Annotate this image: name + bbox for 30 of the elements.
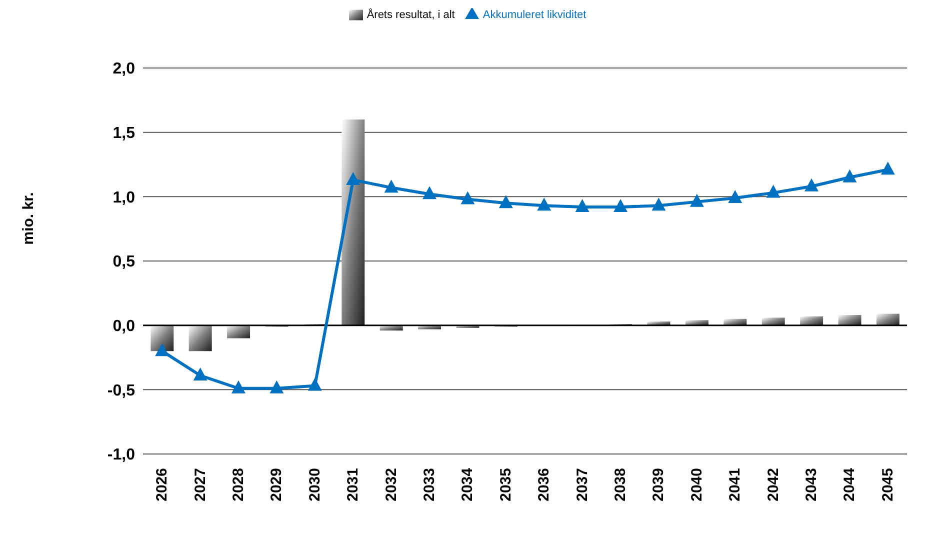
x-tick-label: 2040 xyxy=(688,468,706,502)
y-tick-label: 0,0 xyxy=(112,318,136,336)
x-tick-label: 2027 xyxy=(192,468,209,502)
x-tick-label: 2034 xyxy=(459,467,476,502)
x-tick-label: 2026 xyxy=(154,468,171,502)
y-tick-label: -0,5 xyxy=(107,382,136,400)
x-tick-label: 2038 xyxy=(612,468,629,502)
legend-label: Årets resultat, i alt xyxy=(366,8,455,21)
x-tick-label: 2041 xyxy=(726,468,744,502)
x-tick-label: 2032 xyxy=(382,468,400,502)
x-tick-label: 2037 xyxy=(574,468,591,502)
y-tick-label: -1,0 xyxy=(107,446,136,464)
x-tick-label: 2030 xyxy=(306,468,324,502)
x-tick-label: 2035 xyxy=(497,468,514,502)
y-tick-label: 2,0 xyxy=(112,60,136,78)
x-tick-label: 2045 xyxy=(879,468,896,502)
x-tick-label: 2043 xyxy=(803,468,820,502)
x-tick-label: 2044 xyxy=(841,467,858,502)
y-axis-title: mio. kr. xyxy=(20,192,36,244)
y-tick-label: 0,5 xyxy=(112,254,136,271)
legend-label: Akkumuleret likviditet xyxy=(482,8,586,21)
y-tick-label: 1,0 xyxy=(112,189,136,206)
x-tick-label: 2029 xyxy=(268,468,286,502)
x-tick-label: 2028 xyxy=(230,468,247,502)
x-tick-label: 2039 xyxy=(650,468,668,502)
x-tick-label: 2031 xyxy=(344,468,362,502)
x-tick-label: 2042 xyxy=(764,468,782,502)
y-tick-label: 1,5 xyxy=(112,125,136,142)
x-tick-label: 2033 xyxy=(421,468,438,502)
x-tick-label: 2036 xyxy=(536,468,553,502)
